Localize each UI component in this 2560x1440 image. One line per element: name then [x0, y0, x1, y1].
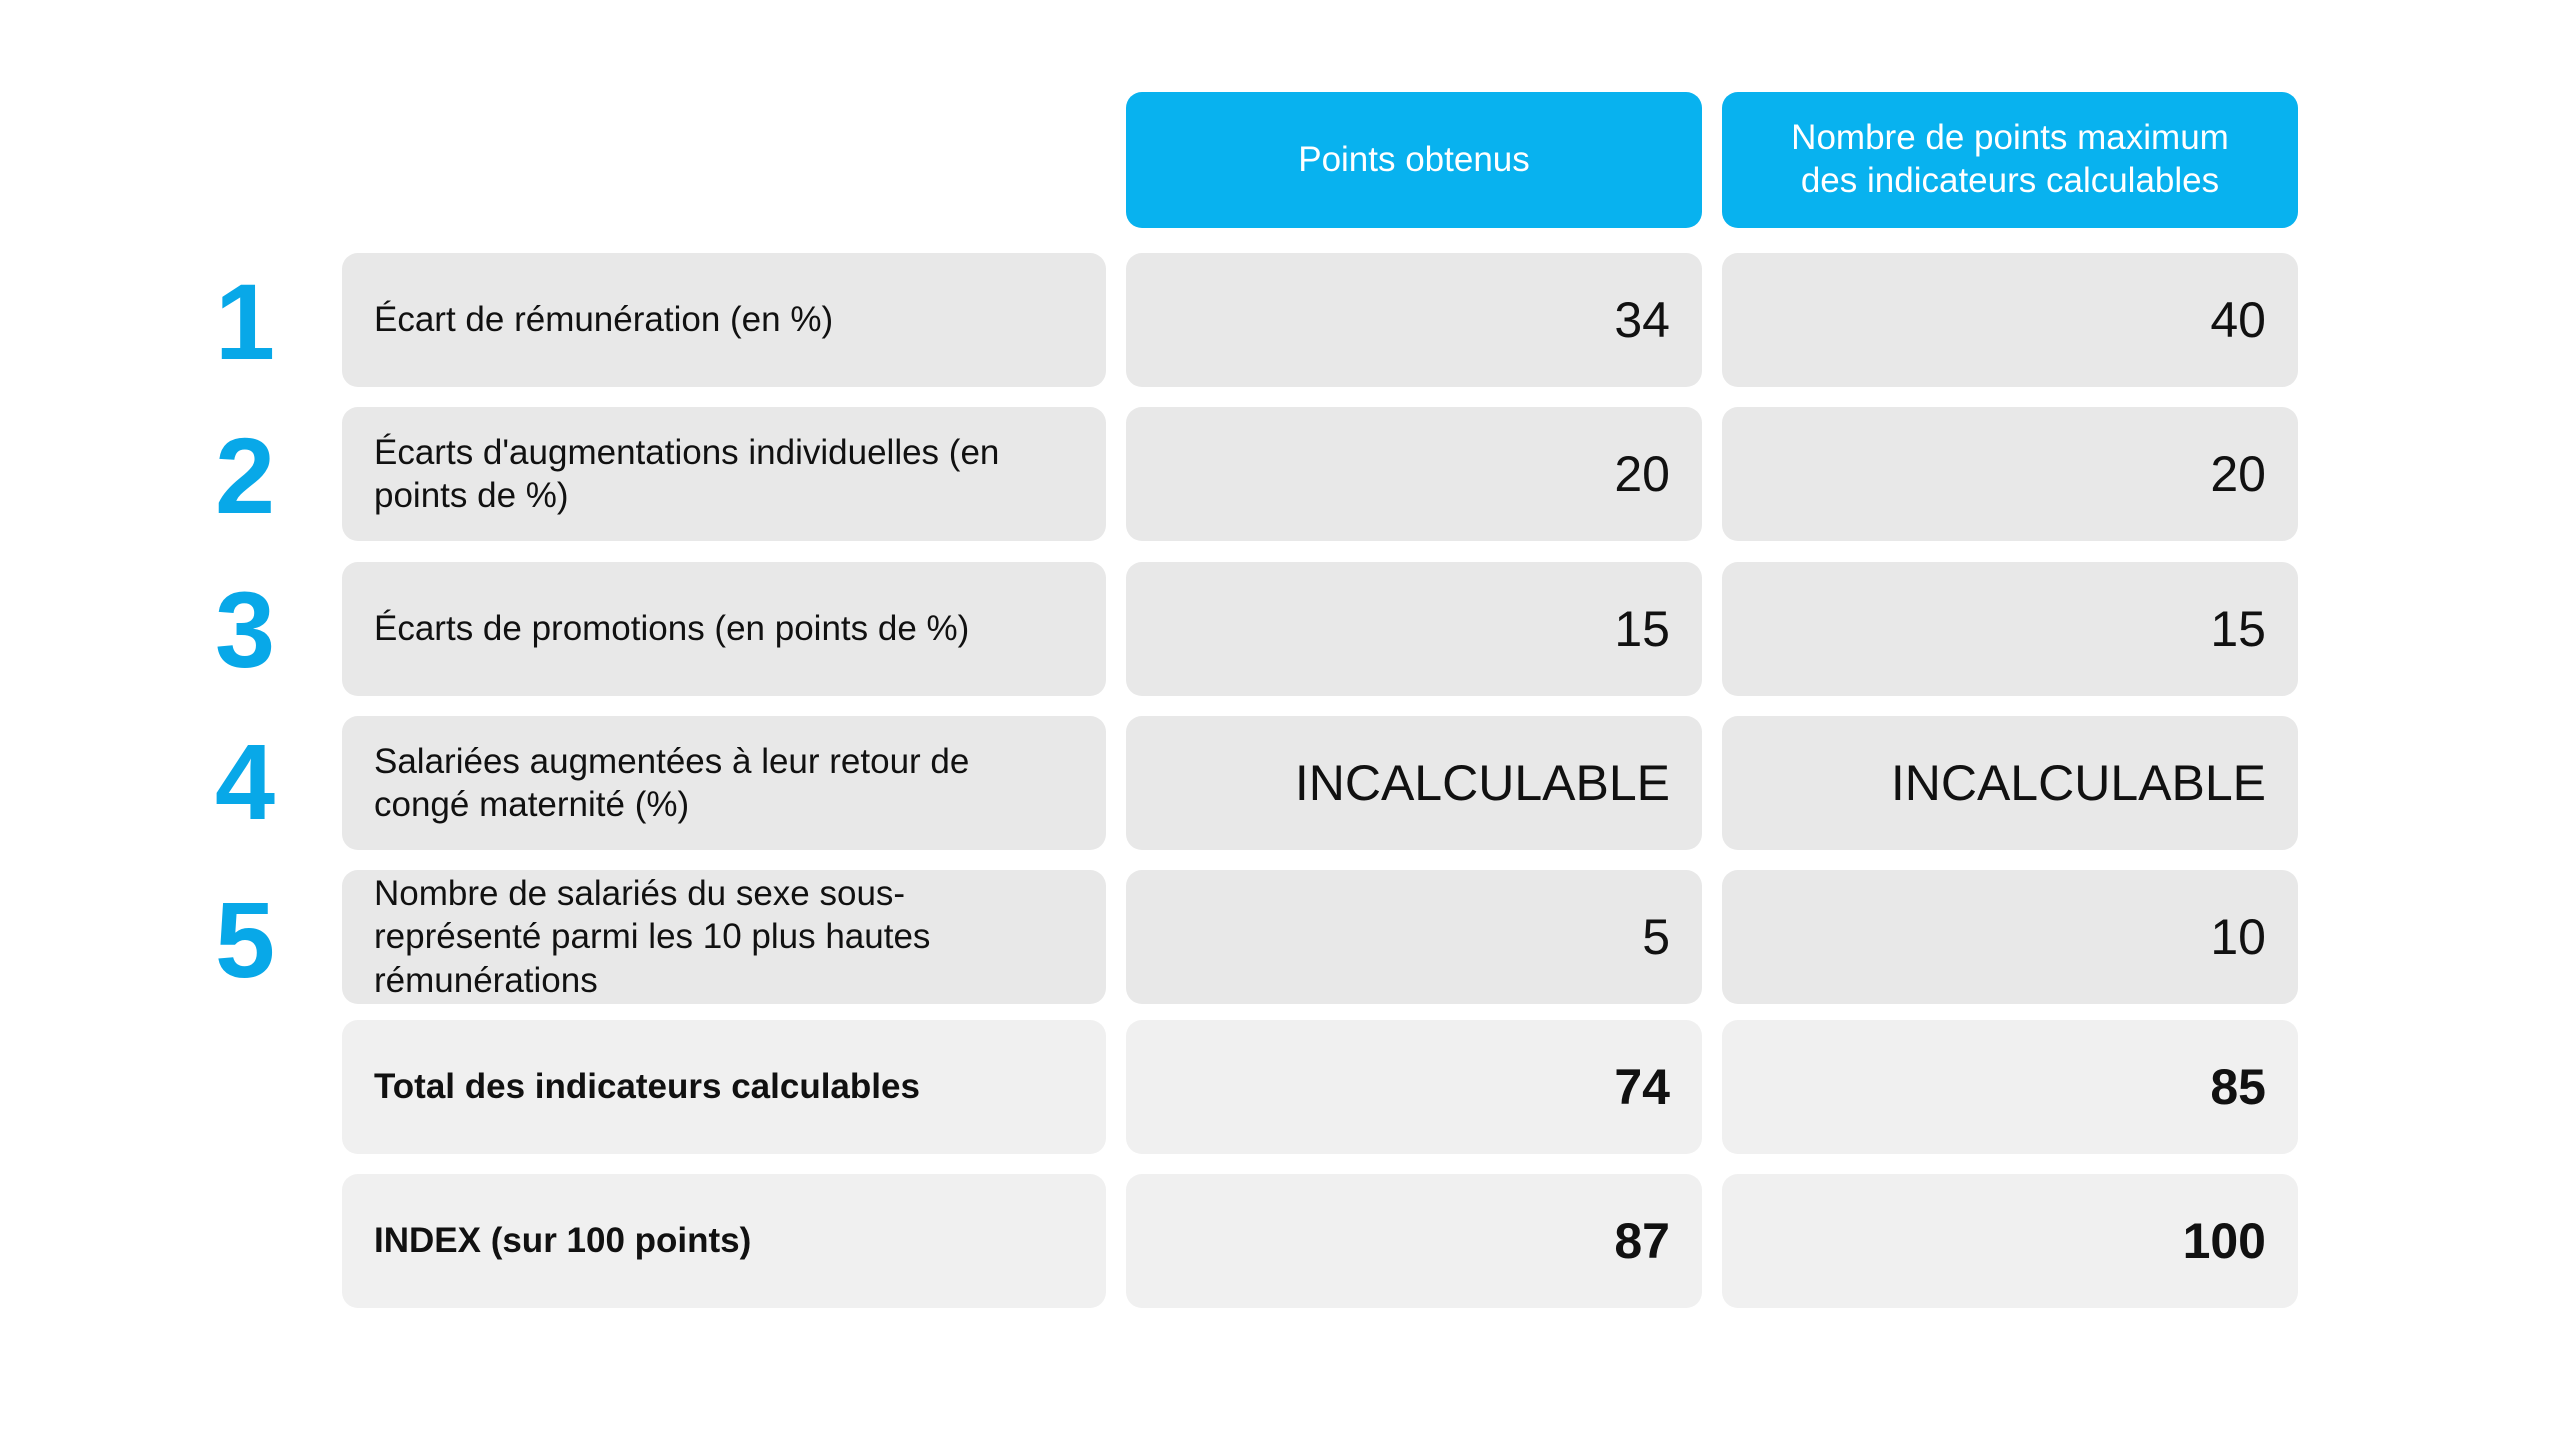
indicator-max-2: 20: [1722, 407, 2298, 541]
total-points: 74: [1126, 1020, 1702, 1154]
header-max-points: Nombre de points maximum des indicateurs…: [1722, 92, 2298, 228]
indicator-points-1: 34: [1126, 253, 1702, 387]
indicator-points-2: 20: [1126, 407, 1702, 541]
row-number-5: 5: [214, 879, 276, 1000]
index-max: 100: [1722, 1174, 2298, 1308]
indicator-points-4: INCALCULABLE: [1126, 716, 1702, 850]
indicator-max-5: 10: [1722, 870, 2298, 1004]
indicator-label-1: Écart de rémunération (en %): [342, 253, 1106, 387]
indicator-max-4: INCALCULABLE: [1722, 716, 2298, 850]
indicator-points-3: 15: [1126, 562, 1702, 696]
index-points: 87: [1126, 1174, 1702, 1308]
indicator-label-4: Salariées augmentées à leur retour de co…: [342, 716, 1106, 850]
indicator-label-2: Écarts d'augmentations individuelles (en…: [342, 407, 1106, 541]
indicator-max-1: 40: [1722, 253, 2298, 387]
row-number-2: 2: [214, 415, 276, 536]
indicator-label-3: Écarts de promotions (en points de %): [342, 562, 1106, 696]
header-points-obtained: Points obtenus: [1126, 92, 1702, 228]
indicator-points-5: 5: [1126, 870, 1702, 1004]
row-number-3: 3: [214, 569, 276, 690]
total-label: Total des indicateurs calculables: [342, 1020, 1106, 1154]
row-number-1: 1: [214, 261, 276, 382]
indicator-max-3: 15: [1722, 562, 2298, 696]
total-max: 85: [1722, 1020, 2298, 1154]
indicator-label-5: Nombre de salariés du sexe sous-représen…: [342, 870, 1106, 1004]
index-label: INDEX (sur 100 points): [342, 1174, 1106, 1308]
row-number-4: 4: [214, 721, 276, 842]
